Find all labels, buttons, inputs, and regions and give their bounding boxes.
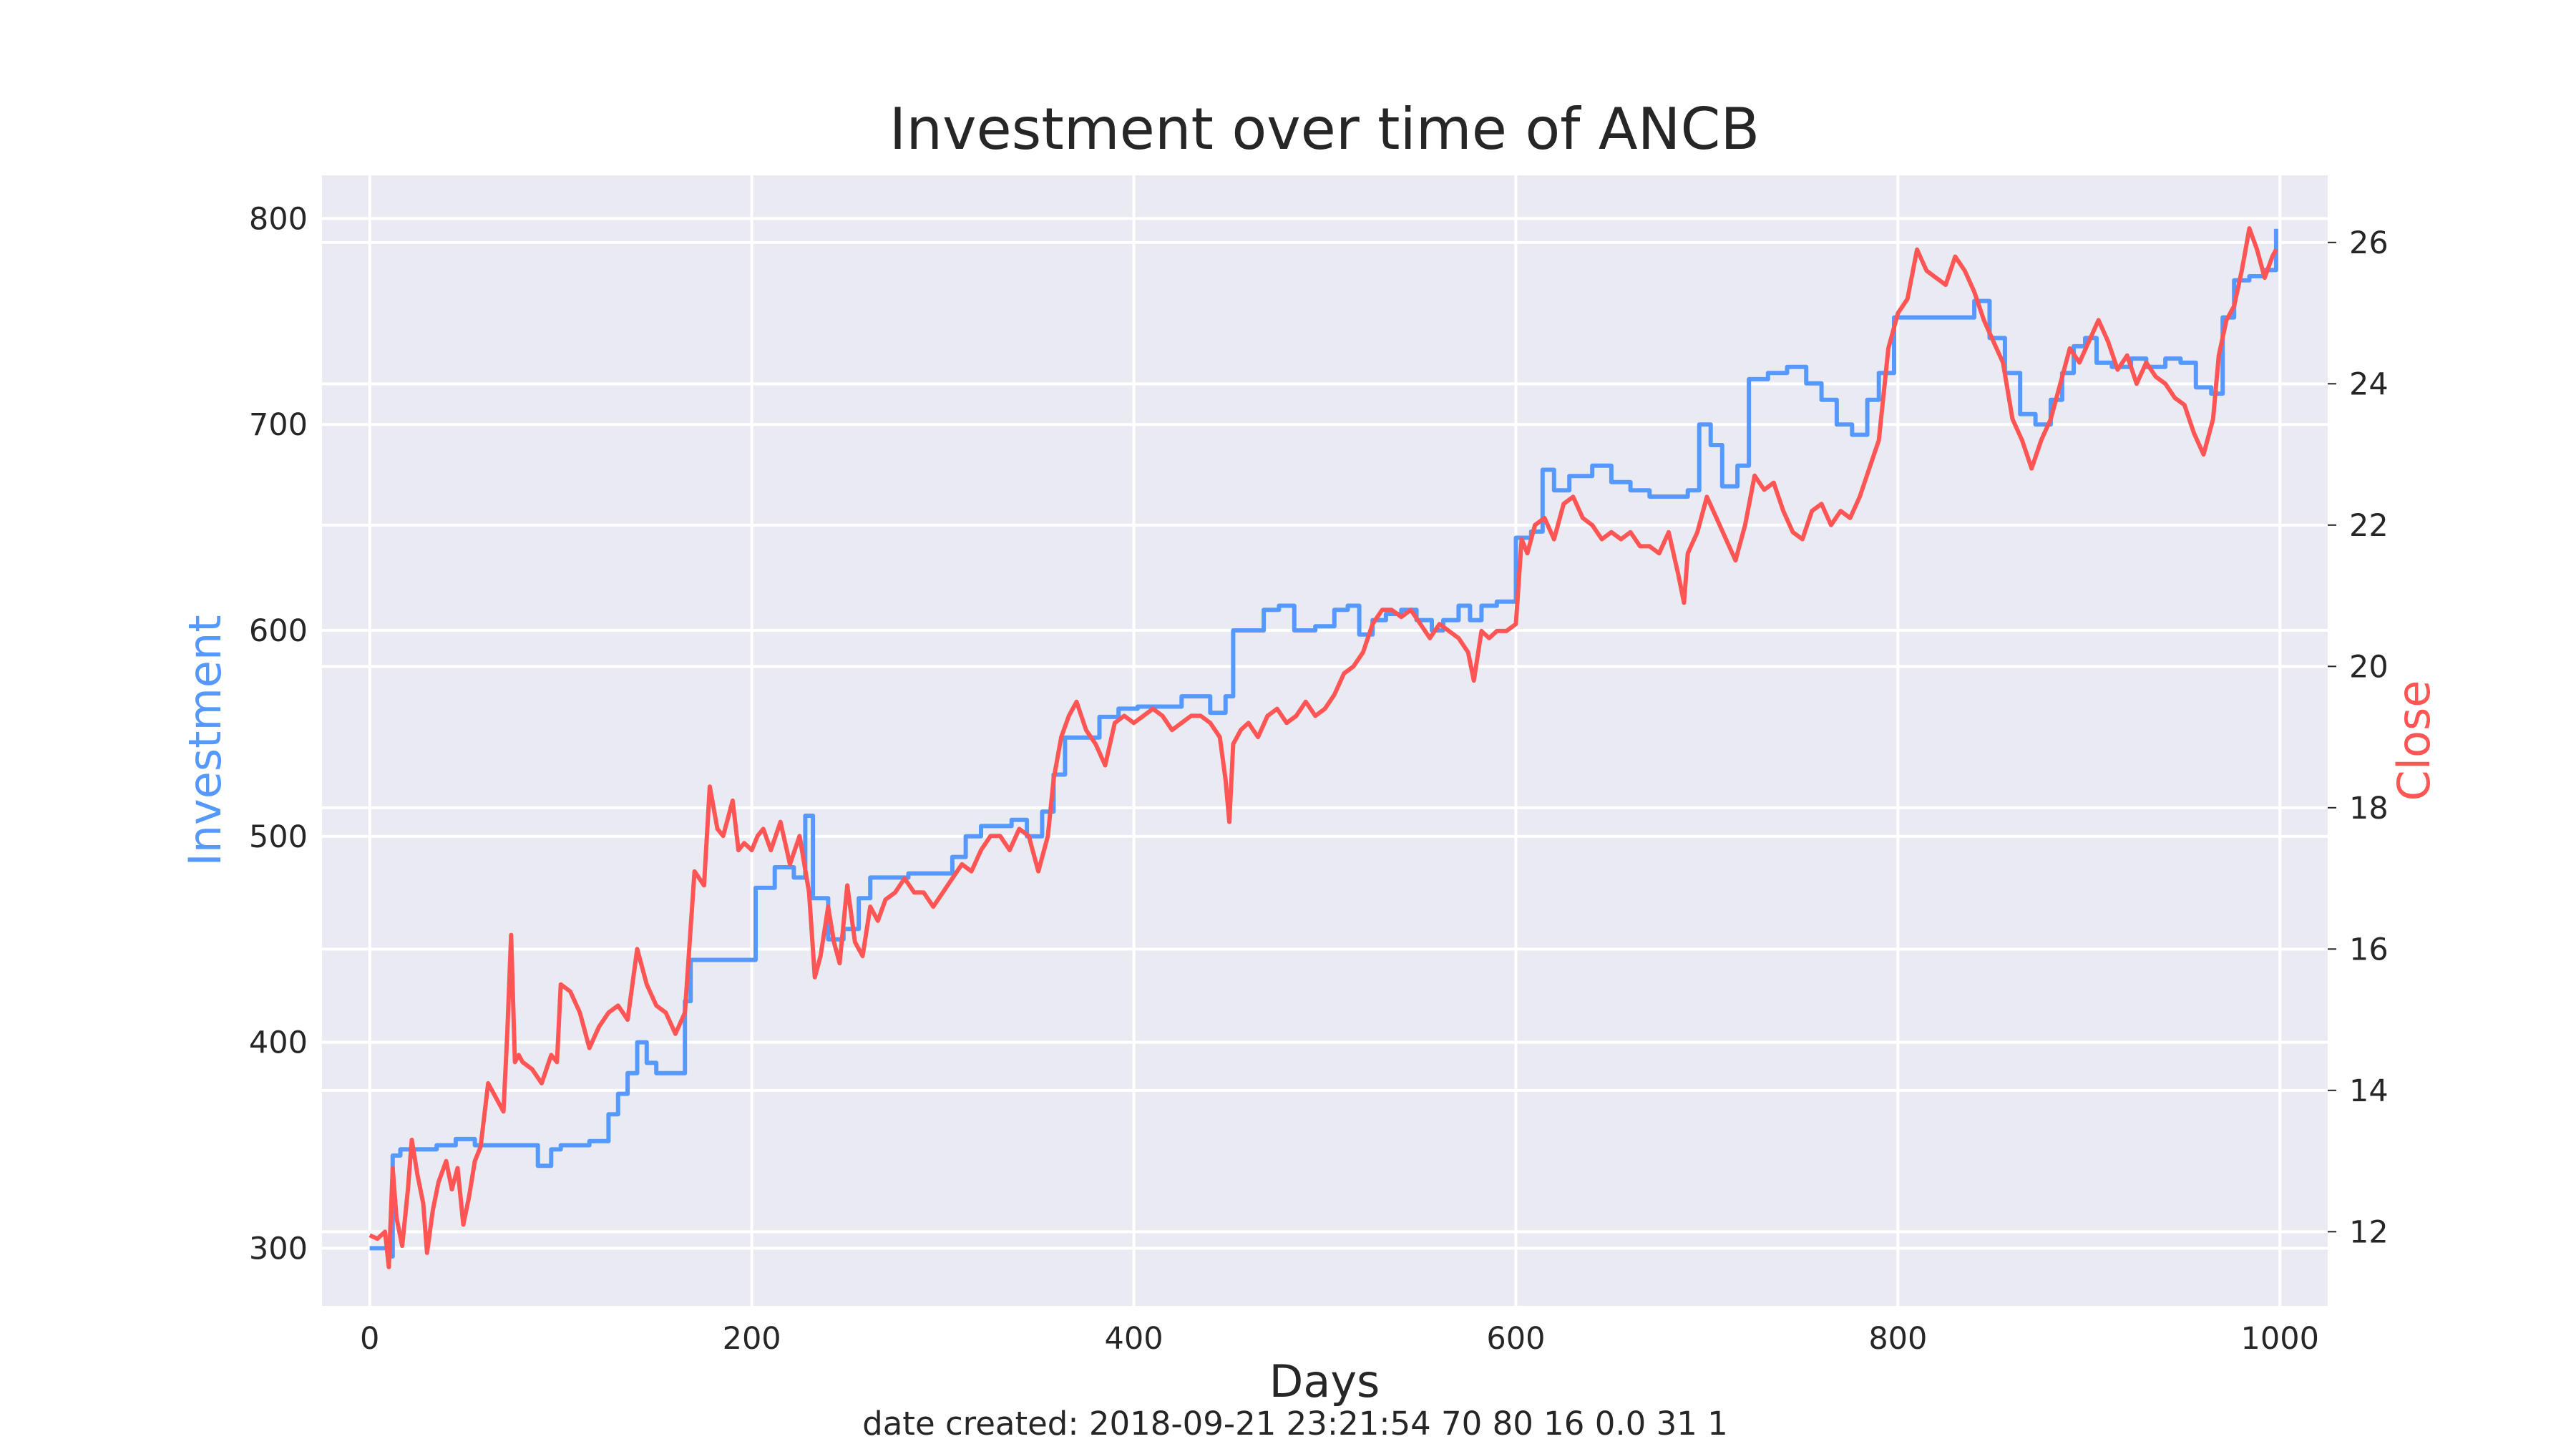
- right-tick-label: 22: [2349, 508, 2389, 544]
- left-tick-label: 300: [249, 1231, 308, 1267]
- right-tick-label: 12: [2349, 1214, 2389, 1250]
- left-tick-label: 500: [249, 819, 308, 855]
- left-tick-labels: 300 400 500 600 700 800: [249, 201, 308, 1267]
- right-tick-label: 16: [2349, 932, 2389, 967]
- right-tick-label: 14: [2349, 1073, 2389, 1109]
- left-tick-label: 600: [249, 613, 308, 649]
- x-tick-label: 800: [1868, 1321, 1927, 1357]
- right-tick-label: 18: [2349, 791, 2389, 826]
- x-tick-label: 200: [723, 1321, 781, 1357]
- left-tick-label: 800: [249, 201, 308, 237]
- left-axis-label: Investment: [179, 615, 231, 866]
- right-tick-label: 26: [2349, 225, 2389, 261]
- right-axis-label: Close: [2388, 680, 2440, 801]
- left-tick-label: 700: [249, 407, 308, 443]
- right-tick-labels: 12 14 16 18 20 22 24 26: [2328, 225, 2389, 1250]
- left-tick-label: 400: [249, 1025, 308, 1061]
- x-tick-label: 400: [1105, 1321, 1163, 1357]
- close-line: [369, 226, 2278, 1269]
- chart-title: Investment over time of ANCB: [889, 96, 1760, 162]
- x-tick-label: 600: [1486, 1321, 1545, 1357]
- x-tick-label: 0: [360, 1321, 379, 1357]
- series-lines: [369, 226, 2278, 1269]
- right-tick-label: 24: [2349, 366, 2389, 402]
- x-tick-labels: 0 200 400 600 800 1000: [360, 1321, 2319, 1357]
- grid: [322, 175, 2328, 1306]
- x-tick-label: 1000: [2241, 1321, 2319, 1357]
- x-axis-label: Days: [1269, 1355, 1380, 1407]
- right-tick-label: 20: [2349, 649, 2389, 685]
- date-caption: date created: 2018-09-21 23:21:54 70 80 …: [862, 1405, 1728, 1443]
- plot-background: [322, 175, 2328, 1306]
